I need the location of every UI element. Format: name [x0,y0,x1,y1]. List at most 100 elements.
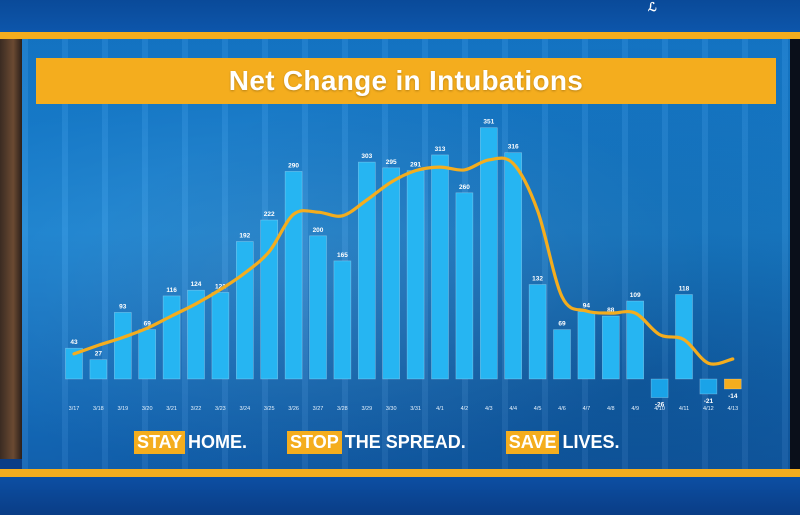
x-tick-3/25: 3/25 [264,406,275,412]
x-tick-3/21: 3/21 [166,406,177,412]
slogan-text: LIVES. [562,432,620,452]
x-tick-4/5: 4/5 [534,406,542,412]
bar-4/7 [577,311,596,380]
bottom-band [0,477,800,515]
value-label-3/21: 116 [166,287,177,294]
bar-3/31 [406,170,425,380]
value-label-4/2: 260 [459,184,470,191]
value-label-3/29: 303 [361,153,372,160]
bar-3/20 [138,329,156,380]
slogan-text: THE SPREAD. [344,432,466,452]
value-label-3/22: 124 [191,281,202,288]
slogan-row: STAY HOME. STOP THE SPREAD. SAVE LIVES. [134,431,619,454]
x-tick-4/7: 4/7 [583,406,591,412]
x-tick-3/31: 3/31 [410,406,421,412]
x-tick-4/11: 4/11 [679,406,689,412]
bar-3/30 [382,167,401,380]
bar-4/8 [601,315,620,380]
bar-3/25 [260,219,278,380]
bar-3/28 [333,260,352,380]
title-bar: Net Change in Intubations [36,58,776,104]
slogan-highlight: SAVE [505,431,560,454]
slogan-text: HOME. [188,432,248,452]
value-label-4/10: -26 [655,402,665,409]
bar-4/6 [553,329,571,380]
value-label-4/13: -14 [728,393,738,400]
slogan-highlight: STAY [134,431,186,454]
bar-3/17 [65,347,83,380]
x-tick-4/1: 4/1 [436,406,444,412]
x-tick-3/19: 3/19 [117,406,128,412]
x-tick-3/17: 3/17 [69,406,80,412]
slogan-save-lives: SAVE LIVES. [505,431,620,454]
value-label-4/6: 69 [558,321,566,328]
x-tick-4/8: 4/8 [607,406,615,412]
left-edge-background [0,39,22,459]
value-label-3/31: 291 [410,162,421,169]
x-tick-4/4: 4/4 [509,406,517,412]
x-tick-4/3: 4/3 [485,406,493,412]
value-label-4/12: -21 [704,398,714,405]
x-tick-3/26: 3/26 [288,406,299,412]
value-label-3/27: 200 [313,227,324,234]
bar-3/18 [89,359,108,380]
value-label-3/25: 222 [264,211,275,218]
value-label-3/30: 295 [386,159,397,166]
bar-3/23 [211,292,230,380]
value-label-3/28: 165 [337,252,348,259]
bar-3/29 [357,161,376,380]
bar-3/21 [162,295,181,380]
top-stripe [0,32,800,39]
slogan-highlight: STOP [287,431,342,454]
x-tick-4/10: 4/10 [654,406,665,412]
bar-4/13 [723,378,742,390]
slogan-stay-home: STAY HOME. [134,431,247,454]
top-band [0,0,800,32]
chart-panel: Net Change in Intubations 43 27 93 69 116 124… [22,39,790,469]
x-tick-3/27: 3/27 [313,406,324,412]
bar-3/24 [236,241,254,380]
x-tick-4/9: 4/9 [631,406,639,412]
broadcast-logo-icon: ℒ [648,0,657,14]
value-label-3/17: 43 [70,339,78,346]
x-tick-3/29: 3/29 [361,406,372,412]
bar-4/10 [650,378,669,398]
bar-3/22 [187,289,205,380]
right-edge-background [790,39,800,515]
bar-3/26 [284,171,303,380]
bar-3/27 [309,235,327,380]
slogan-stop-spread: STOP THE SPREAD. [287,431,466,454]
value-label-3/18: 27 [95,351,103,358]
value-label-3/24: 192 [239,233,250,240]
bar-3/19 [114,312,132,380]
value-label-3/19: 93 [119,303,127,310]
x-tick-3/20: 3/20 [142,406,153,412]
value-label-3/26: 290 [288,162,299,169]
value-label-4/9: 109 [630,292,641,299]
value-label-3/23: 121 [215,283,226,290]
bar-4/4 [504,152,523,380]
bar-4/12 [699,378,718,395]
x-tick-3/23: 3/23 [215,406,226,412]
trend-line [72,156,735,366]
bar-4/3 [479,127,498,380]
bar-4/2 [455,192,474,380]
value-label-3/20: 69 [144,321,152,328]
value-label-4/3: 351 [483,119,494,126]
bottom-stripe [0,469,800,477]
x-tick-4/13: 4/13 [727,406,738,412]
value-label-4/5: 132 [532,276,543,283]
x-tick-4/12: 4/12 [703,406,714,412]
x-tick-4/6: 4/6 [558,406,566,412]
x-tick-3/30: 3/30 [386,406,397,412]
value-label-4/7: 94 [583,303,591,310]
value-label-4/11: 118 [679,286,690,293]
bar-chart: 43 27 93 69 116 124 121 192 222 290 200 165 303 295 29… [65,119,742,412]
x-tick-3/24: 3/24 [239,406,250,412]
x-tick-3/18: 3/18 [93,406,104,412]
value-label-4/8: 88 [607,307,615,314]
value-label-4/1: 313 [435,146,446,153]
x-tick-3/28: 3/28 [337,406,348,412]
x-tick-3/22: 3/22 [191,406,202,412]
chart-title: Net Change in Intubations [228,65,584,96]
